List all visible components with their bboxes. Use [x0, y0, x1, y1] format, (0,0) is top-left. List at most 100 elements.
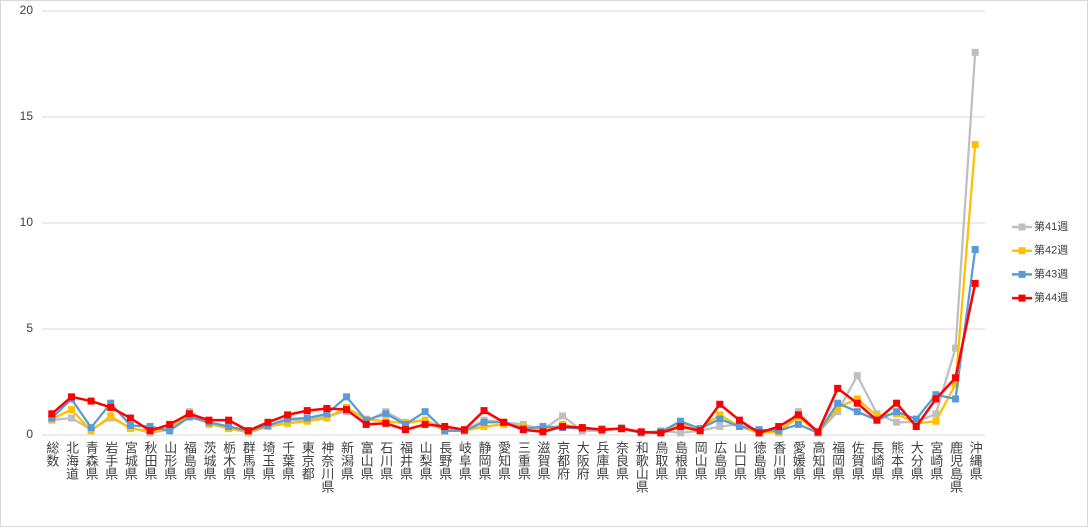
marker — [735, 423, 743, 431]
x-tick-label: 石川県 — [378, 441, 393, 480]
marker — [716, 415, 724, 423]
x-tick-label: 熊本県 — [889, 440, 904, 480]
x-tick-label: 宮城県 — [123, 440, 138, 480]
marker — [303, 407, 311, 415]
marker — [87, 397, 95, 405]
marker — [480, 418, 488, 426]
y-tick-label: 15 — [20, 109, 34, 123]
marker — [853, 372, 861, 380]
marker — [323, 414, 331, 422]
marker — [146, 423, 154, 431]
marker — [441, 423, 449, 431]
marker — [893, 408, 901, 416]
x-tick-label: 三重県 — [516, 441, 531, 480]
x-tick-label: 長崎県 — [869, 441, 884, 480]
marker — [126, 421, 134, 429]
y-tick-label: 0 — [26, 427, 33, 441]
marker — [401, 420, 409, 428]
marker — [284, 411, 292, 419]
marker — [500, 418, 508, 426]
x-tick-label: 香川県 — [771, 441, 786, 480]
marker — [67, 414, 75, 422]
marker — [952, 344, 960, 352]
x-tick-label: 和歌山県 — [634, 441, 649, 493]
x-tick-label: 京都府 — [555, 441, 570, 481]
x-tick-label: 千葉県 — [280, 441, 295, 480]
marker — [146, 427, 154, 435]
x-tick-label: 佐賀県 — [850, 441, 865, 480]
marker — [284, 415, 292, 423]
marker — [87, 424, 95, 432]
marker — [598, 426, 606, 434]
marker — [952, 374, 960, 382]
x-tick-label: 東京都 — [300, 440, 315, 480]
marker — [67, 406, 75, 414]
marker — [48, 414, 56, 422]
x-tick-label: 山形県 — [162, 441, 177, 480]
marker — [932, 395, 940, 403]
marker — [362, 416, 370, 424]
legend-marker — [1018, 294, 1026, 302]
marker — [107, 399, 115, 407]
marker — [126, 414, 134, 422]
marker — [303, 414, 311, 422]
legend-label: 第44週 — [1034, 290, 1068, 304]
x-tick-label: 岩手県 — [103, 441, 118, 480]
marker — [480, 423, 488, 431]
x-tick-label: 茨城県 — [201, 441, 216, 480]
x-tick-label: 北海道 — [64, 441, 79, 480]
x-tick-label: 広島県 — [712, 441, 727, 480]
marker — [480, 407, 488, 415]
marker — [539, 423, 547, 431]
marker — [775, 427, 783, 435]
x-tick-label: 高知県 — [811, 440, 826, 480]
marker — [323, 410, 331, 418]
marker — [971, 141, 979, 149]
x-tick-label: 鹿児島県 — [948, 440, 963, 493]
x-tick-label: 栃木県 — [221, 441, 236, 480]
marker — [853, 408, 861, 416]
x-tick-label: 富山県 — [359, 440, 374, 480]
marker — [814, 428, 822, 436]
legend-marker — [1018, 223, 1026, 231]
marker — [382, 410, 390, 418]
marker — [676, 417, 684, 425]
marker — [932, 417, 940, 425]
x-tick-label: 宮崎県 — [928, 440, 943, 480]
marker — [676, 423, 684, 431]
marker — [441, 427, 449, 435]
marker — [735, 416, 743, 424]
x-tick-label: 兵庫県 — [594, 441, 609, 480]
marker — [205, 416, 213, 424]
legend-marker — [1018, 247, 1026, 255]
marker — [716, 411, 724, 419]
marker — [539, 428, 547, 436]
x-tick-label: 秋田県 — [143, 441, 158, 480]
marker — [343, 406, 351, 414]
x-tick-label: 大阪府 — [575, 441, 590, 481]
x-tick-label: 長野県 — [437, 441, 452, 480]
marker — [893, 418, 901, 426]
marker — [657, 429, 665, 437]
marker — [460, 426, 468, 434]
marker — [794, 411, 802, 419]
marker — [696, 427, 704, 435]
marker — [559, 423, 567, 431]
marker — [834, 408, 842, 416]
x-tick-label: 埼玉県 — [260, 441, 275, 480]
marker — [618, 425, 626, 433]
marker — [284, 419, 292, 427]
marker — [676, 429, 684, 437]
marker — [716, 400, 724, 408]
x-tick-label: 山梨県 — [418, 441, 433, 480]
x-tick-label: 島根県 — [673, 441, 688, 480]
marker — [244, 427, 252, 435]
marker — [578, 424, 586, 432]
marker — [755, 429, 763, 437]
marker — [637, 428, 645, 436]
marker — [971, 48, 979, 56]
marker — [48, 410, 56, 418]
x-tick-label: 福井県 — [398, 441, 413, 480]
